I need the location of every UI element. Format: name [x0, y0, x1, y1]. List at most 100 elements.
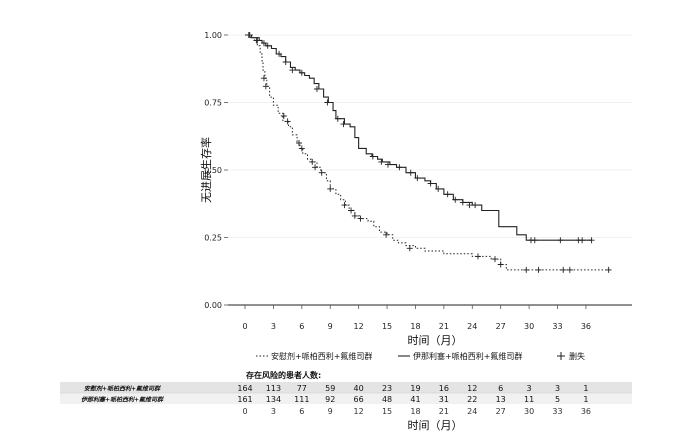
km-curve-inavolisib: [245, 34, 592, 241]
censor-mark: [557, 237, 564, 244]
x-tick-label: 6: [299, 322, 304, 331]
x-tick-label: 18: [410, 322, 420, 331]
risk-row-label: 安慰剂+哌柏西利+氟维司群: [84, 385, 161, 393]
censor-mark: [605, 266, 612, 273]
risk-count: 1: [583, 395, 588, 404]
x-tick-label: 9: [328, 322, 333, 331]
x-tick-label: 15: [382, 322, 392, 331]
censor-mark: [472, 202, 479, 209]
censor-mark: [535, 266, 542, 273]
risk-row-label: 伊那利塞+哌柏西利+氟维司群: [81, 396, 164, 404]
censor-mark: [282, 59, 289, 65]
censor-mark: [427, 180, 434, 187]
risk-time-label: 33: [552, 407, 562, 416]
censor-mark: [414, 175, 421, 182]
risk-count: 164: [237, 384, 252, 393]
legend-label-censor: 删失: [569, 351, 585, 361]
censor-mark: [289, 67, 296, 74]
censor-mark: [313, 86, 320, 92]
x-tick-label: 21: [439, 322, 449, 331]
risk-count: 3: [527, 384, 532, 393]
risk-count: 111: [294, 395, 309, 404]
legend-label-placebo: 安慰剂+哌柏西利+氟维司群: [271, 351, 372, 361]
censor-mark: [406, 245, 413, 252]
censor-mark: [260, 40, 267, 47]
risk-time-label: 15: [382, 407, 392, 416]
censor-mark: [298, 145, 305, 152]
risk-count: 40: [354, 384, 364, 393]
risk-x-axis-label: 时间（月）: [408, 419, 463, 432]
x-tick-label: 30: [524, 322, 534, 331]
risk-time-label: 6: [299, 407, 304, 416]
censor-mark: [312, 164, 319, 171]
risk-count: 12: [467, 384, 477, 393]
censor-mark: [459, 199, 466, 206]
censor-mark: [324, 99, 331, 106]
risk-count: 16: [439, 384, 449, 393]
censor-mark: [264, 42, 271, 49]
risk-time-label: 12: [354, 407, 364, 416]
risk-time-label: 18: [410, 407, 420, 416]
x-tick-label: 36: [581, 322, 591, 331]
km-curve-placebo: [245, 34, 610, 271]
censor-mark: [348, 207, 355, 214]
risk-count: 6: [498, 384, 503, 393]
risk-count: 48: [382, 395, 392, 404]
risk-time-label: 3: [271, 407, 276, 416]
legend-swatch-censor: [557, 352, 565, 360]
censor-mark: [357, 215, 364, 222]
x-tick-label: 33: [552, 322, 562, 331]
censor-mark: [245, 32, 252, 38]
censor-mark: [309, 158, 316, 165]
risk-count: 3: [555, 384, 560, 393]
risk-count: 5: [555, 395, 560, 404]
censor-mark: [474, 253, 481, 260]
risk-time-label: 21: [439, 407, 449, 416]
risk-count: 19: [410, 384, 420, 393]
censor-mark: [579, 237, 586, 244]
censor-mark: [351, 212, 358, 219]
censor-mark: [444, 191, 451, 198]
y-tick-label: 0.75: [204, 99, 222, 108]
risk-count: 113: [266, 384, 281, 393]
censor-mark: [566, 266, 573, 273]
risk-count: 31: [439, 395, 449, 404]
censor-mark: [254, 37, 261, 44]
censor-mark: [295, 140, 302, 146]
censor-mark: [531, 237, 538, 244]
y-axis-label: 无进展生存率: [199, 137, 213, 203]
censor-mark: [560, 266, 567, 273]
risk-count: 41: [410, 395, 420, 404]
risk-time-label: 9: [328, 407, 333, 416]
risk-count: 59: [325, 384, 335, 393]
censor-mark: [452, 196, 459, 203]
x-tick-label: 3: [271, 322, 276, 331]
censor-mark: [497, 261, 504, 268]
censor-mark: [340, 121, 347, 128]
censor-mark: [492, 256, 499, 263]
y-tick-label: 1.00: [204, 31, 222, 40]
risk-row-bg: [60, 382, 632, 393]
censor-mark: [369, 153, 376, 160]
risk-count: 92: [325, 395, 335, 404]
legend: 安慰剂+哌柏西利+氟维司群 伊那利塞+哌柏西利+氟维司群 删失: [256, 351, 585, 361]
x-tick-label: 24: [467, 322, 477, 331]
censor-mark: [280, 113, 287, 119]
censor-mark: [378, 158, 385, 165]
risk-table-title: 存在风险的患者人数:: [245, 370, 321, 380]
censor-mark: [327, 185, 334, 192]
censor-mark: [384, 161, 391, 168]
plot-area: 0.000.250.500.751.000 3 6 9 12 15 18 21 24 27 30 33…: [199, 31, 632, 347]
risk-count: 23: [382, 384, 392, 393]
legend-label-inavolisib: 伊那利塞+哌柏西利+氟维司群: [413, 351, 522, 361]
censor-mark: [466, 202, 473, 209]
censor-mark: [341, 202, 348, 209]
censor-mark: [383, 231, 390, 238]
risk-count: 77: [297, 384, 307, 393]
x-tick-label: 27: [496, 322, 506, 331]
x-axis-label: 时间（月）: [408, 334, 463, 347]
censor-mark: [276, 50, 283, 57]
y-tick-label: 0.25: [204, 234, 222, 243]
